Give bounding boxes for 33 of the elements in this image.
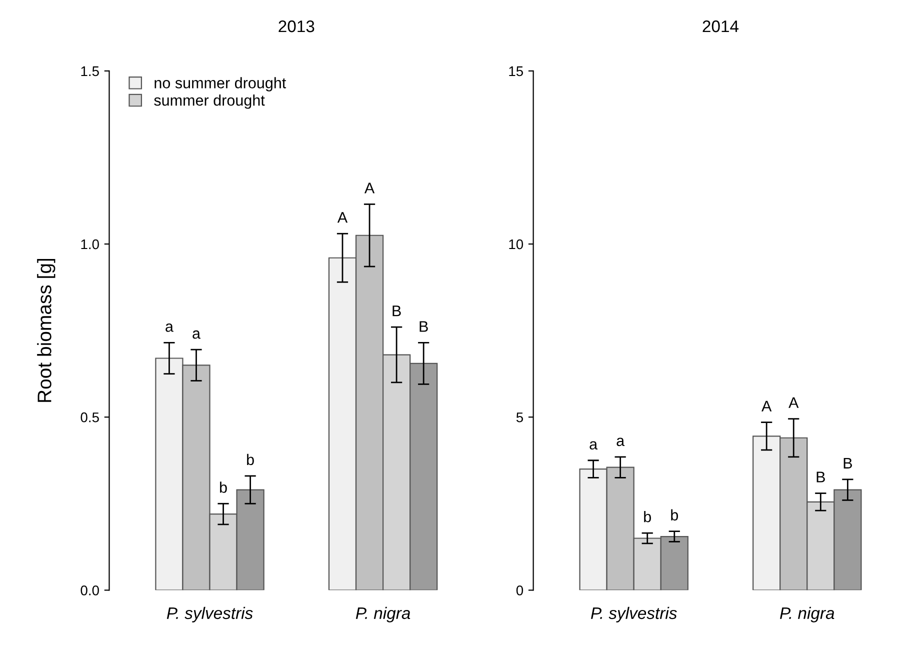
legend-label: no summer drought <box>154 77 286 92</box>
data-label: A <box>364 182 375 194</box>
y-tick-label: 0.5 <box>80 412 99 422</box>
data-label: A <box>788 397 799 408</box>
data-label: B <box>392 306 401 316</box>
legend-label: summer drought <box>154 94 265 109</box>
y-axis-title: Root biomass [g] <box>37 258 56 402</box>
data-label: a <box>590 441 598 450</box>
data-label: b <box>644 511 651 522</box>
data-label: a <box>166 324 174 332</box>
data-label: a <box>616 438 625 446</box>
data-label: b <box>671 509 678 521</box>
y-tick-label: 1.0 <box>81 239 99 250</box>
x-tick-label: P. nigra <box>780 606 834 622</box>
y-tick-label: 1.5 <box>81 66 99 76</box>
data-label: b <box>247 454 254 466</box>
data-label: A <box>337 212 348 223</box>
x-tick-label: P. sylvestris <box>166 606 253 622</box>
y-tick-label: 5 <box>516 412 524 422</box>
data-label: A <box>762 400 772 412</box>
y-tick-label: 0 <box>516 586 524 596</box>
y-tick-label: 15 <box>509 66 524 76</box>
data-label: B <box>816 472 825 482</box>
data-label: B <box>844 458 852 468</box>
data-label: B <box>420 321 428 332</box>
data-label: b <box>220 482 227 493</box>
chart-title: 2014 <box>702 20 739 32</box>
y-tick-label: 0.0 <box>80 586 99 596</box>
x-tick-label: P. nigra <box>356 606 410 622</box>
chart-title: 2013 <box>278 20 314 32</box>
y-tick-label: 10 <box>509 239 524 250</box>
x-tick-label: P. sylvestris <box>590 606 677 622</box>
data-label: a <box>192 330 200 339</box>
